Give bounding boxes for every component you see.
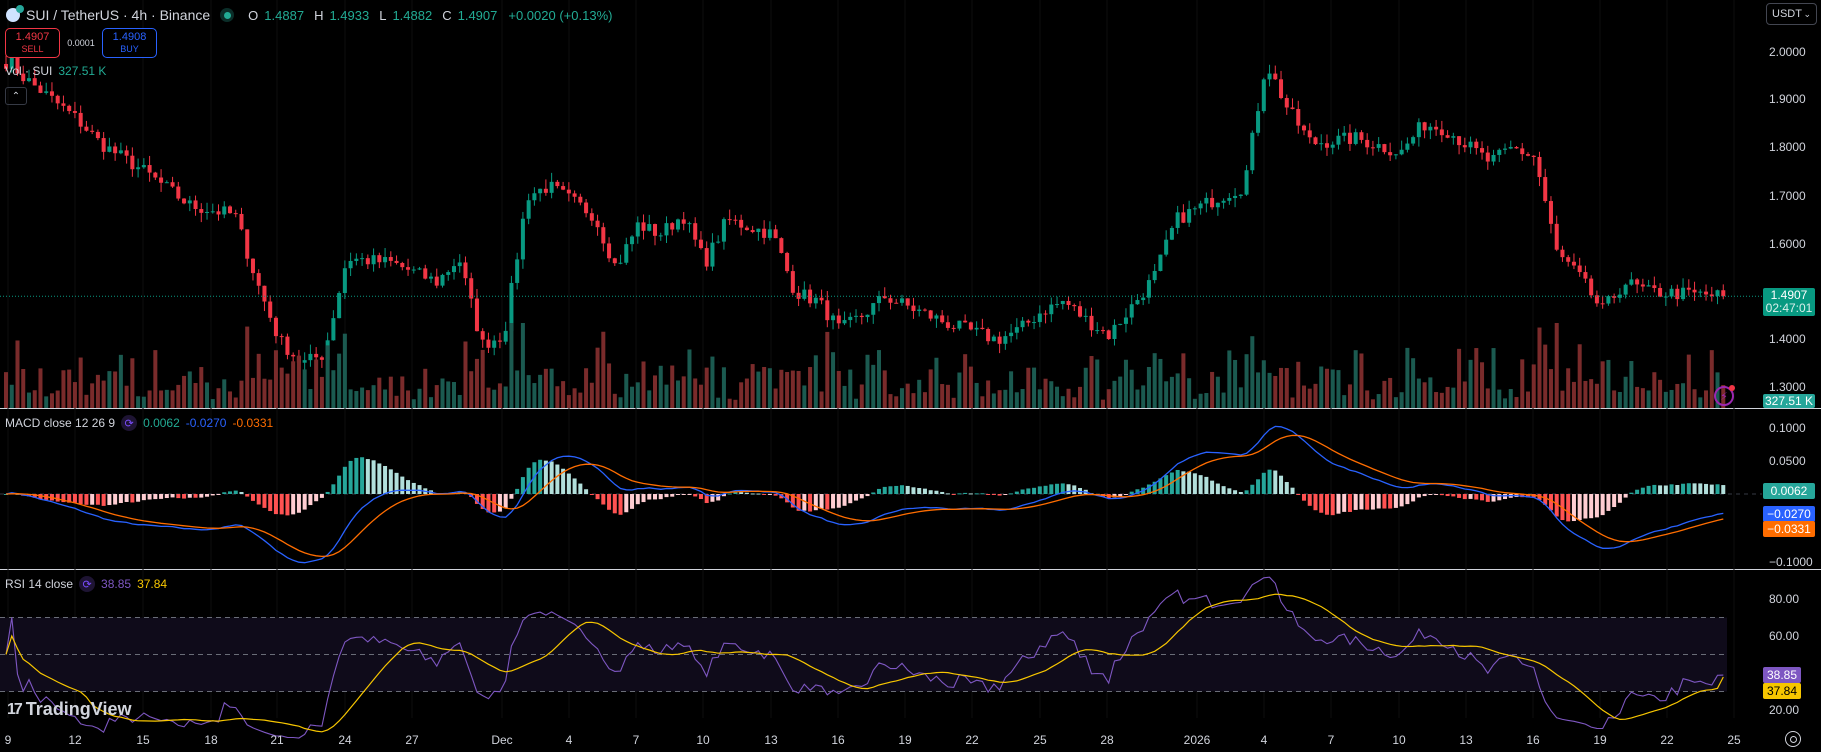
trade-buttons: 1.4907 SELL 0.0001 1.4908 BUY <box>5 28 157 58</box>
time-axis-label: 16 <box>831 733 845 747</box>
time-axis-label: 27 <box>405 733 419 747</box>
macd-axis-label: 0.0500 <box>1769 454 1806 468</box>
buy-button[interactable]: 1.4908 BUY <box>102 28 157 58</box>
open-label: O <box>248 7 259 23</box>
price-axis-label: 1.3000 <box>1769 380 1806 394</box>
open-value: 1.4887 <box>264 7 305 23</box>
rsi-title[interactable]: RSI 14 close <box>5 577 74 591</box>
time-axis-label: 12 <box>68 733 82 747</box>
symbol-title[interactable]: SUI / TetherUS · 4h · Binance <box>26 7 211 23</box>
current-price-tag: 1.4907 02:47:01 <box>1763 288 1815 316</box>
time-axis-label: 22 <box>965 733 979 747</box>
macd-title[interactable]: MACD close 12 26 9 <box>5 416 116 430</box>
change-value: +0.0020 (+0.13%) <box>508 7 613 23</box>
rsi-axis-label: 60.00 <box>1769 629 1800 643</box>
sync-icon[interactable]: ⟳ <box>121 415 138 431</box>
macd-signal-tag: −0.0331 <box>1763 521 1815 537</box>
volume-legend: Vol · SUI 327.51 K <box>5 64 106 78</box>
time-axis-label: 19 <box>898 733 912 747</box>
lightning-alert-icon[interactable]: ⚡ <box>1714 385 1735 406</box>
time-axis-label: 25 <box>1727 733 1741 747</box>
time-axis-label: 7 <box>1327 733 1335 747</box>
buy-price: 1.4908 <box>112 31 147 43</box>
time-axis-label: 21 <box>270 733 284 747</box>
price-axis-label: 1.8000 <box>1769 140 1806 154</box>
high-value: 1.4933 <box>329 7 370 23</box>
macd-hist-value: 0.0062 <box>143 416 180 430</box>
sync-icon[interactable]: ⟳ <box>79 576 96 592</box>
price-axis-label: 1.9000 <box>1769 92 1806 106</box>
time-axis-label: 13 <box>1459 733 1473 747</box>
rsi-value: 38.85 <box>101 577 132 591</box>
rsi-legend: RSI 14 close ⟳ 38.85 37.84 <box>5 576 167 592</box>
price-axis-label: 1.6000 <box>1769 237 1806 251</box>
chart-settings-icon[interactable] <box>1785 731 1801 747</box>
macd-line-value: -0.0270 <box>185 416 227 430</box>
chevron-up-icon: ⌃ <box>11 90 21 102</box>
rsi-ma-tag: 37.84 <box>1763 683 1801 699</box>
price-axis-label: 1.4000 <box>1769 332 1806 346</box>
collapse-legend-button[interactable]: ⌃ <box>5 87 27 105</box>
time-axis-label: 28 <box>1100 733 1114 747</box>
buy-label: BUY <box>120 44 139 54</box>
macd-signal-value: -0.0331 <box>232 416 274 430</box>
rsi-axis-label: 80.00 <box>1769 592 1800 606</box>
time-axis-label: 2026 <box>1183 733 1211 747</box>
time-axis-label: 24 <box>338 733 352 747</box>
close-label: C <box>442 7 452 23</box>
time-axis-label: 22 <box>1660 733 1674 747</box>
rsi-ma-value: 37.84 <box>137 577 168 591</box>
time-axis-label: Dec <box>491 733 513 747</box>
price-axis-label: 1.7000 <box>1769 189 1806 203</box>
close-value: 1.4907 <box>457 7 498 23</box>
high-label: H <box>314 7 324 23</box>
time-axis-label: 9 <box>4 733 12 747</box>
volume-value: 327.51 K <box>58 64 107 78</box>
currency-selector[interactable]: USDT ⌄ <box>1766 3 1817 25</box>
macd-hist-tag: 0.0062 <box>1763 483 1815 499</box>
sell-price: 1.4907 <box>15 31 50 43</box>
time-axis-label: 18 <box>204 733 218 747</box>
macd-axis-label: 0.1000 <box>1769 421 1806 435</box>
spread-value: 0.0001 <box>67 38 95 48</box>
currency-value: USDT <box>1772 8 1802 20</box>
logo-text: TradingView <box>25 699 132 719</box>
macd-axis-label: −0.1000 <box>1769 555 1813 569</box>
time-axis-label: 16 <box>1526 733 1540 747</box>
tradingview-logo[interactable]: 17 TradingView <box>7 699 132 720</box>
rsi-axis-label: 20.00 <box>1769 703 1800 717</box>
market-open-status-icon <box>220 8 235 22</box>
macd-legend: MACD close 12 26 9 ⟳ 0.0062 -0.0270 -0.0… <box>5 415 273 431</box>
sui-coin-icon <box>6 5 24 22</box>
time-axis-label: 10 <box>1392 733 1406 747</box>
sell-button[interactable]: 1.4907 SELL <box>5 28 60 58</box>
bar-countdown: 02:47:01 <box>1765 301 1813 315</box>
rsi-tag: 38.85 <box>1763 667 1801 683</box>
time-axis-label: 19 <box>1593 733 1607 747</box>
time-axis-label: 4 <box>565 733 573 747</box>
current-price: 1.4907 <box>1770 288 1808 302</box>
low-label: L <box>379 7 387 23</box>
time-axis-label: 7 <box>632 733 640 747</box>
macd-line-tag: −0.0270 <box>1763 506 1815 522</box>
chevron-down-icon: ⌄ <box>1803 8 1811 19</box>
sell-label: SELL <box>21 44 44 54</box>
time-axis-label: 25 <box>1033 733 1047 747</box>
volume-tag: 327.51 K <box>1763 394 1815 408</box>
tradingview-mark-icon: 17 <box>7 700 23 718</box>
price-axis-label: 2.0000 <box>1769 45 1806 59</box>
time-axis-label: 4 <box>1260 733 1268 747</box>
time-axis-label: 15 <box>136 733 150 747</box>
time-axis-label: 13 <box>764 733 778 747</box>
volume-label[interactable]: Vol · SUI <box>5 64 53 78</box>
low-value: 1.4882 <box>392 7 433 23</box>
time-axis-label: 10 <box>696 733 710 747</box>
